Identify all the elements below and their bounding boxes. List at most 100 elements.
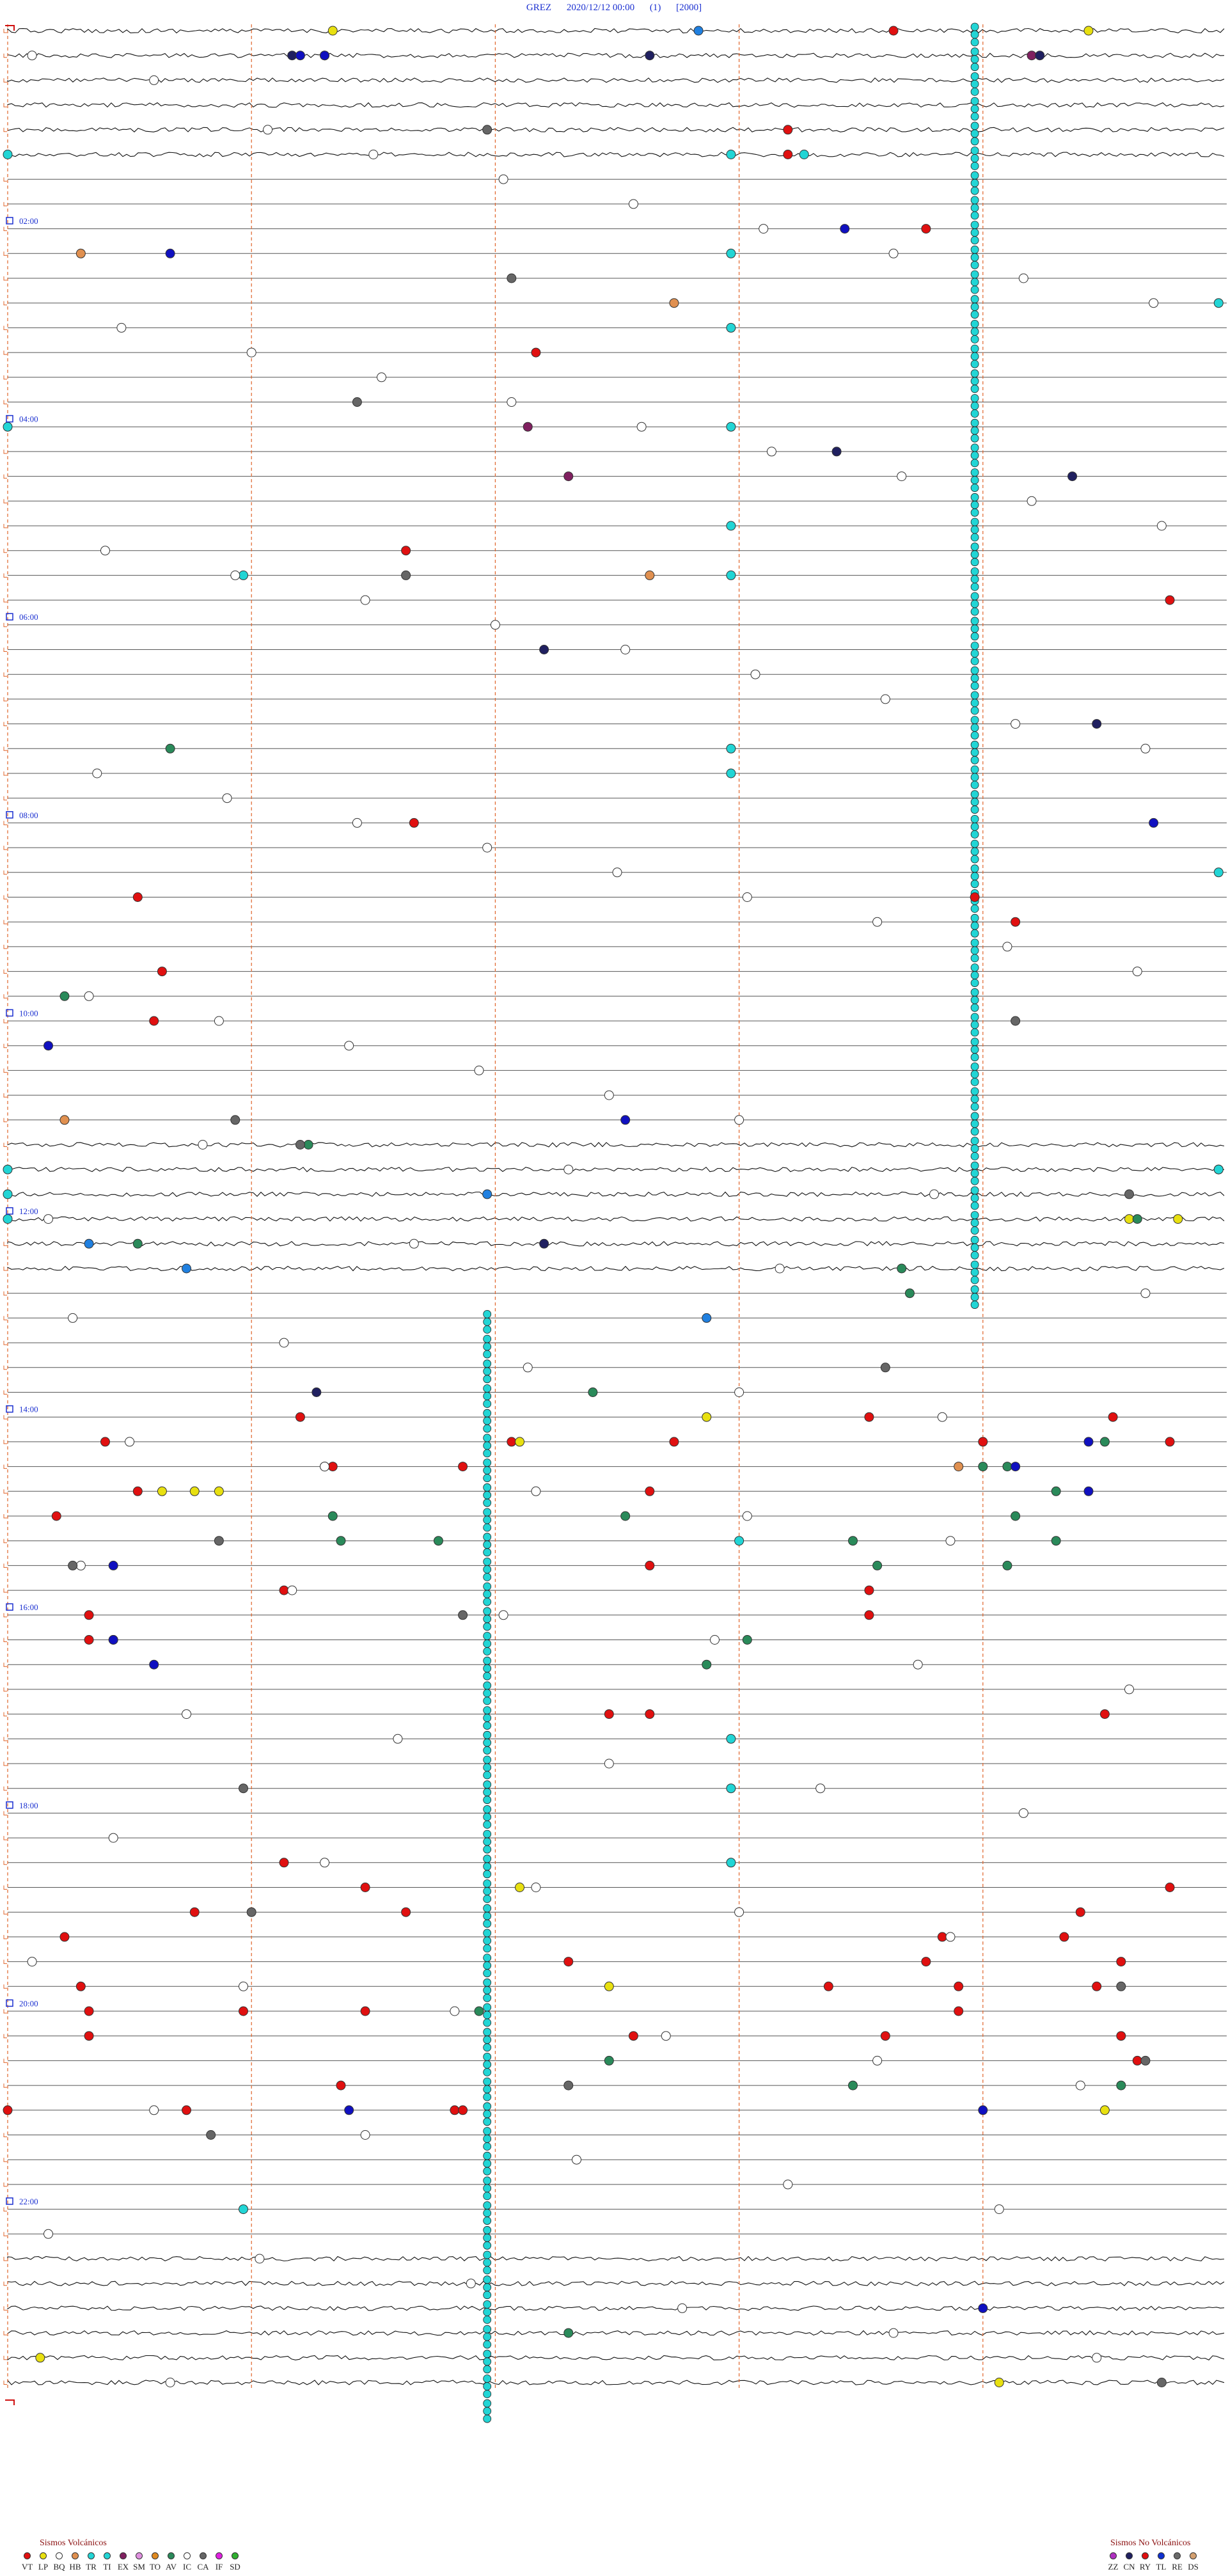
event-vt bbox=[132, 892, 143, 902]
event-ic bbox=[320, 1858, 330, 1868]
tick-marker bbox=[970, 905, 979, 913]
event-ic bbox=[368, 150, 379, 159]
tick-marker bbox=[970, 1028, 979, 1037]
tick-marker bbox=[483, 2192, 492, 2201]
trace-line bbox=[7, 2355, 1225, 2361]
tick-marker bbox=[970, 798, 979, 807]
tick-marker bbox=[970, 954, 979, 963]
line-start-mark bbox=[3, 1093, 7, 1098]
hour-label: 16:00 bbox=[19, 1602, 38, 1612]
event-ic bbox=[450, 2006, 460, 2016]
tick-marker bbox=[970, 122, 979, 130]
legend-dot-icon bbox=[40, 2552, 47, 2559]
legend-dot-icon bbox=[24, 2552, 31, 2559]
event-ic bbox=[1092, 2353, 1102, 2363]
tick-marker bbox=[483, 1805, 492, 1813]
tick-marker bbox=[970, 377, 979, 386]
tick-marker bbox=[483, 2159, 492, 2168]
event-ic bbox=[287, 1585, 297, 1595]
event-av bbox=[563, 2328, 574, 2338]
event-hb bbox=[645, 570, 655, 580]
line-start-mark bbox=[3, 2133, 7, 2137]
event-ic bbox=[320, 1462, 330, 1472]
tick-marker bbox=[483, 2275, 492, 2284]
line-start-mark bbox=[3, 1142, 7, 1147]
tick-marker bbox=[970, 211, 979, 220]
trace-line bbox=[7, 1191, 1225, 1197]
event-ca bbox=[401, 570, 411, 580]
event-ic bbox=[377, 372, 387, 383]
event-ic bbox=[628, 199, 638, 209]
tick-marker bbox=[970, 1285, 979, 1294]
tick-marker bbox=[483, 2067, 492, 2076]
event-vt bbox=[360, 2006, 370, 2016]
legend-item-ds: DS bbox=[1185, 2552, 1201, 2572]
line-start-mark bbox=[3, 1984, 7, 1989]
tick-marker bbox=[970, 1235, 979, 1244]
legend-item-bq: BQ bbox=[51, 2552, 67, 2572]
event-ic bbox=[994, 2204, 1004, 2215]
line-start-mark bbox=[3, 920, 7, 924]
tick-marker bbox=[970, 1119, 979, 1128]
tick-marker bbox=[483, 2135, 492, 2143]
line-start-mark bbox=[3, 895, 7, 899]
tick-marker bbox=[970, 508, 979, 517]
tick-marker bbox=[970, 946, 979, 955]
tick-marker bbox=[483, 2365, 492, 2374]
event-vt bbox=[458, 2105, 468, 2115]
event-ic bbox=[393, 1734, 403, 1744]
line-start-mark bbox=[3, 1588, 7, 1593]
tick-marker bbox=[970, 476, 979, 484]
event-hb bbox=[954, 1462, 964, 1472]
event-ic bbox=[360, 2130, 370, 2140]
hour-label: 06:00 bbox=[19, 612, 38, 622]
event-ry bbox=[295, 51, 305, 61]
tick-marker bbox=[483, 2209, 492, 2218]
legend-item-if: IF bbox=[211, 2552, 227, 2572]
event-lp bbox=[1083, 26, 1094, 36]
event-ic bbox=[27, 51, 37, 61]
event-ic bbox=[498, 174, 508, 184]
line-start-mark bbox=[3, 622, 7, 628]
event-av bbox=[872, 1560, 883, 1570]
event-ic bbox=[230, 570, 240, 580]
legend-dot-icon bbox=[216, 2552, 223, 2559]
tick-marker bbox=[970, 196, 979, 205]
event-ca bbox=[230, 1115, 240, 1125]
tick-marker bbox=[970, 1260, 979, 1269]
tick-marker bbox=[483, 2241, 492, 2250]
tick-marker bbox=[970, 451, 979, 460]
legend-item-to: TO bbox=[147, 2552, 163, 2572]
event-vt bbox=[75, 1981, 86, 1991]
event-ic bbox=[1075, 2080, 1085, 2090]
tick-marker bbox=[483, 2003, 492, 2012]
tick-marker bbox=[483, 2127, 492, 2135]
event-vt bbox=[182, 2105, 192, 2115]
event-lp bbox=[327, 26, 338, 36]
tick-marker bbox=[970, 409, 979, 418]
line-start-mark bbox=[3, 1068, 7, 1073]
event-ic bbox=[872, 2055, 883, 2066]
legend-code-label: RY bbox=[1139, 2562, 1151, 2572]
line-start-mark bbox=[3, 1118, 7, 1123]
tick-marker bbox=[970, 72, 979, 81]
event-ca bbox=[206, 2130, 216, 2140]
tick-marker bbox=[483, 1367, 492, 1376]
event-ca bbox=[352, 397, 362, 407]
tick-marker bbox=[970, 1094, 979, 1103]
event-vt bbox=[888, 26, 899, 36]
hour-label-box bbox=[6, 613, 13, 620]
trace-line bbox=[7, 2305, 1225, 2311]
tick-marker bbox=[970, 303, 979, 312]
tick-marker bbox=[970, 938, 979, 947]
legend-dot-icon bbox=[1158, 2552, 1165, 2559]
event-ic bbox=[27, 1957, 37, 1967]
legend-non-volcanic-items: ZZ CN RY TL RE DS bbox=[1105, 2552, 1201, 2572]
tick-marker bbox=[970, 146, 979, 155]
event-ic bbox=[279, 1338, 289, 1348]
legend-item-ic: IC bbox=[179, 2552, 195, 2572]
tick-marker bbox=[970, 1169, 979, 1178]
legend-dot-icon bbox=[88, 2552, 95, 2559]
event-vt bbox=[100, 1437, 110, 1447]
tick-marker bbox=[970, 137, 979, 146]
